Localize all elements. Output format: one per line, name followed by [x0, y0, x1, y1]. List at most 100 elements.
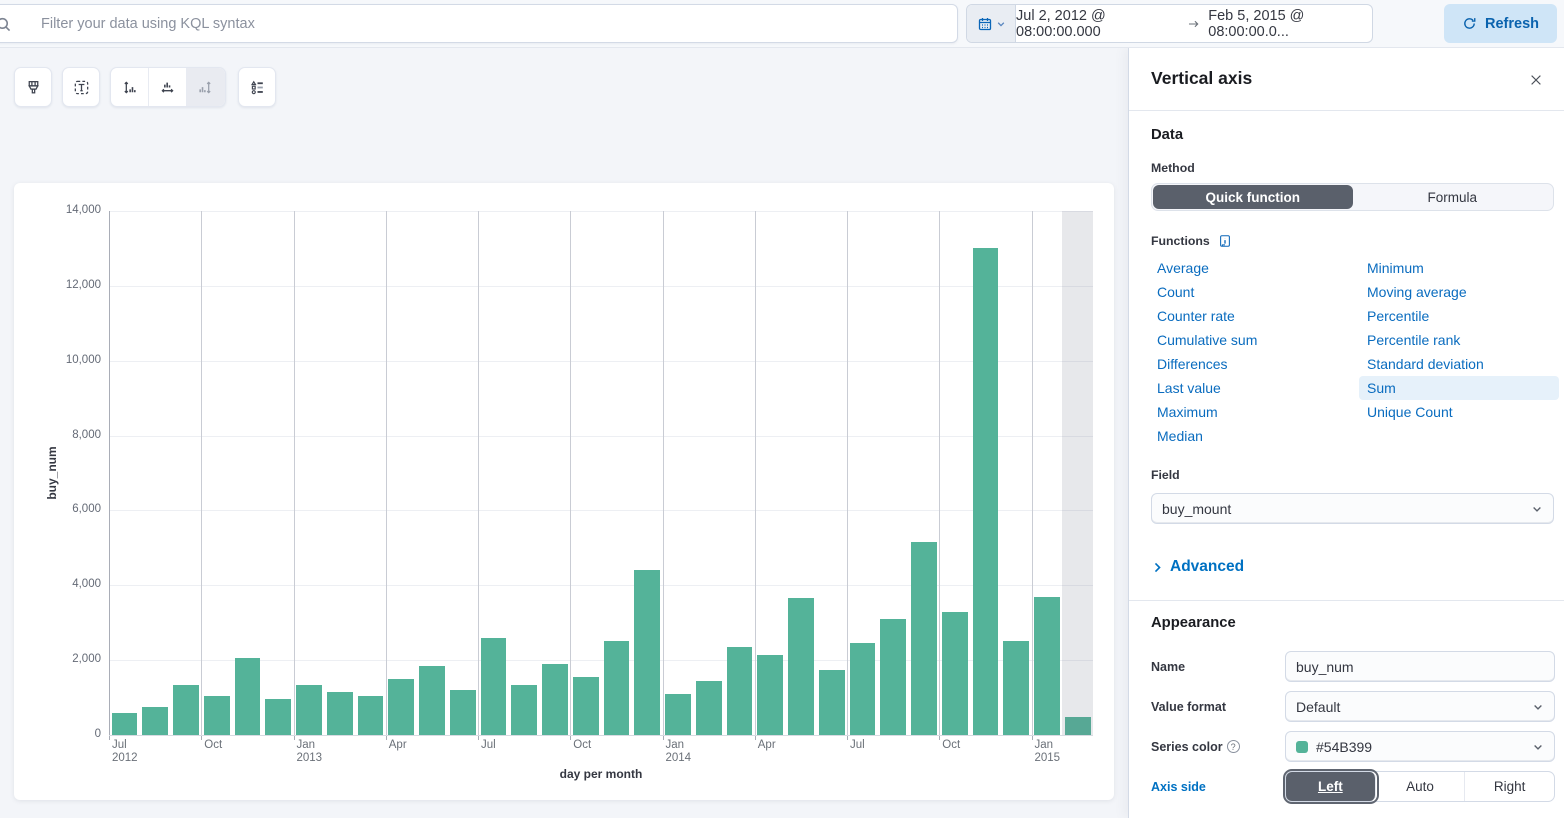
bar-feb-2014[interactable]: [696, 681, 722, 735]
bar-jul-2012[interactable]: [112, 713, 138, 736]
bar-sep-2013[interactable]: [542, 664, 568, 735]
bar-nov-2014[interactable]: [973, 248, 999, 735]
bar-oct-2014[interactable]: [942, 612, 968, 736]
x-tick-mark: [201, 736, 202, 740]
date-quick-select-button[interactable]: [967, 5, 1016, 42]
close-button[interactable]: [1524, 68, 1548, 92]
advanced-accordion-toggle[interactable]: Advanced: [1151, 558, 1244, 576]
axis-right-icon: [197, 79, 214, 96]
bar-may-2013[interactable]: [419, 666, 445, 735]
x-gridline: [478, 211, 479, 735]
y-tick-label: 10,000: [14, 354, 101, 366]
function-link-standard-deviation[interactable]: Standard deviation: [1359, 352, 1559, 376]
y-tick-label: 4,000: [14, 578, 101, 590]
value-format-select[interactable]: Default: [1285, 691, 1555, 722]
function-link-unique-count[interactable]: Unique Count: [1359, 400, 1559, 424]
bar-jul-2013[interactable]: [481, 638, 507, 735]
paintbrush-icon: [25, 79, 42, 96]
axis-side-option-auto[interactable]: Auto: [1376, 772, 1466, 801]
axis-side-label[interactable]: Axis side: [1151, 771, 1206, 802]
method-label: Method: [1151, 161, 1195, 175]
bar-jun-2014[interactable]: [819, 670, 845, 736]
method-option-formula[interactable]: Formula: [1353, 185, 1553, 209]
x-tick-mark: [1032, 736, 1033, 740]
function-link-counter-rate[interactable]: Counter rate: [1149, 304, 1349, 328]
visual-options-button[interactable]: [14, 67, 52, 107]
x-tick-label: Jul: [481, 739, 496, 752]
function-link-percentile[interactable]: Percentile: [1359, 304, 1559, 328]
bar-mar-2013[interactable]: [358, 696, 384, 735]
method-option-quick-function[interactable]: Quick function: [1153, 185, 1353, 209]
function-link-last-value[interactable]: Last value: [1149, 376, 1349, 400]
bar-jan-2015[interactable]: [1034, 597, 1060, 736]
y-axis-line: [109, 211, 110, 739]
function-link-count[interactable]: Count: [1149, 280, 1349, 304]
bar-sep-2012[interactable]: [173, 685, 199, 736]
bar-mar-2014[interactable]: [727, 647, 753, 735]
bar-sep-2014[interactable]: [911, 542, 937, 735]
refresh-button[interactable]: Refresh: [1444, 4, 1557, 43]
bar-jan-2013[interactable]: [296, 685, 322, 736]
bar-apr-2013[interactable]: [388, 679, 414, 735]
bar-may-2014[interactable]: [788, 598, 814, 735]
bar-aug-2014[interactable]: [880, 619, 906, 735]
function-link-minimum[interactable]: Minimum: [1359, 256, 1559, 280]
function-link-moving-average[interactable]: Moving average: [1359, 280, 1559, 304]
axis-side-option-left[interactable]: Left: [1286, 772, 1376, 801]
bar-feb-2013[interactable]: [327, 692, 353, 735]
refresh-label: Refresh: [1485, 16, 1539, 32]
function-link-differences[interactable]: Differences: [1149, 352, 1349, 376]
bar-jan-2014[interactable]: [665, 694, 691, 735]
flyout-title: Vertical axis: [1151, 68, 1252, 89]
legend-button[interactable]: [238, 67, 276, 107]
bottom-axis-button[interactable]: [149, 68, 187, 106]
x-tick-label: Jan2015: [1035, 739, 1061, 765]
help-icon[interactable]: ?: [1227, 740, 1240, 753]
x-tick-label: Jul2012: [112, 739, 138, 765]
x-axis-title: day per month: [560, 767, 643, 781]
bar-dec-2012[interactable]: [265, 699, 291, 735]
function-link-maximum[interactable]: Maximum: [1149, 400, 1349, 424]
function-link-average[interactable]: Average: [1149, 256, 1349, 280]
name-input[interactable]: [1285, 651, 1555, 682]
bar-nov-2013[interactable]: [604, 641, 630, 735]
top-bar: Filter your data using KQL syntax Jul 2,…: [0, 0, 1564, 48]
function-link-median[interactable]: Median: [1149, 424, 1349, 448]
x-tick-mark: [570, 736, 571, 740]
calendar-icon: [977, 16, 993, 32]
bar-dec-2014[interactable]: [1003, 641, 1029, 735]
bar-oct-2012[interactable]: [204, 696, 230, 735]
bar-oct-2013[interactable]: [573, 677, 599, 735]
bar-jun-2013[interactable]: [450, 690, 476, 735]
series-color-select[interactable]: #54B399: [1285, 731, 1555, 762]
function-link-sum[interactable]: Sum: [1359, 376, 1559, 400]
documentation-icon[interactable]: [1218, 234, 1232, 248]
x-gridline: [201, 211, 202, 735]
kql-query-input[interactable]: Filter your data using KQL syntax: [0, 4, 958, 43]
left-axis-button[interactable]: [111, 68, 149, 106]
x-gridline: [1032, 211, 1033, 735]
axis-side-option-right[interactable]: Right: [1465, 772, 1554, 801]
x-tick-mark: [663, 736, 664, 740]
y-tick-label: 12,000: [14, 279, 101, 291]
function-link-cumulative-sum[interactable]: Cumulative sum: [1149, 328, 1349, 352]
function-link-percentile-rank[interactable]: Percentile rank: [1359, 328, 1559, 352]
bar-dec-2013[interactable]: [634, 570, 660, 735]
data-section-heading: Data: [1151, 127, 1183, 143]
kql-query-placeholder: Filter your data using KQL syntax: [41, 16, 255, 32]
text-options-button[interactable]: [62, 67, 100, 107]
x-tick-mark: [386, 736, 387, 740]
right-axis-button[interactable]: [187, 68, 225, 106]
bar-apr-2014[interactable]: [757, 655, 783, 736]
date-start[interactable]: Jul 2, 2012 @ 08:00:00.000: [1016, 8, 1178, 40]
x-axis-line: [109, 735, 1093, 736]
functions-label: Functions: [1151, 234, 1232, 248]
bar-aug-2013[interactable]: [511, 685, 537, 736]
bar-nov-2012[interactable]: [235, 658, 261, 735]
bar-aug-2012[interactable]: [142, 707, 168, 735]
x-tick-label: Apr: [389, 739, 407, 752]
field-select[interactable]: buy_mount: [1151, 493, 1554, 524]
y-tick-label: 14,000: [14, 204, 101, 216]
bar-jul-2014[interactable]: [850, 643, 876, 735]
date-end[interactable]: Feb 5, 2015 @ 08:00:00.0...: [1208, 8, 1372, 40]
